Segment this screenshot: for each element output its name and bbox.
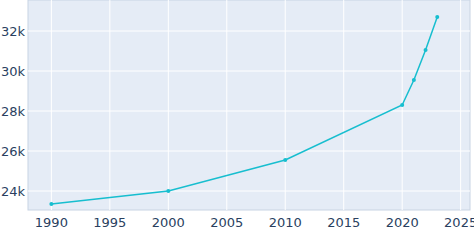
y-grid-line [28,191,470,192]
series-line [51,17,437,204]
x-tick-label: 2015 [327,215,360,230]
y-grid-line [28,31,470,32]
y-grid-line [28,151,470,152]
y-grid-line [28,111,470,112]
y-tick-label: 32k [1,24,26,39]
y-tick-label: 28k [1,104,26,119]
point [166,189,170,193]
plot-area [28,0,470,210]
x-tick-label: 2000 [152,215,185,230]
point [400,103,404,107]
x-tick-label: 2005 [210,215,243,230]
y-tick-label: 30k [1,64,26,79]
y-grid-line [28,71,470,72]
y-tick-label: 26k [1,144,26,159]
x-tick-label: 1995 [93,215,126,230]
chart: 1990 1995 2000 2005 2010 2015 2020 2025 24k 26k 28… [0,0,474,237]
y-tick-label: 24k [1,184,26,199]
x-tick-label: 2025 [444,215,474,230]
x-tick-label: 2010 [269,215,302,230]
point [49,202,53,206]
x-tick-label: 1990 [35,215,68,230]
point [424,48,428,52]
point [435,15,439,19]
point [412,78,416,82]
series-group [49,15,439,206]
x-tick-label: 2020 [386,215,419,230]
point [283,158,287,162]
